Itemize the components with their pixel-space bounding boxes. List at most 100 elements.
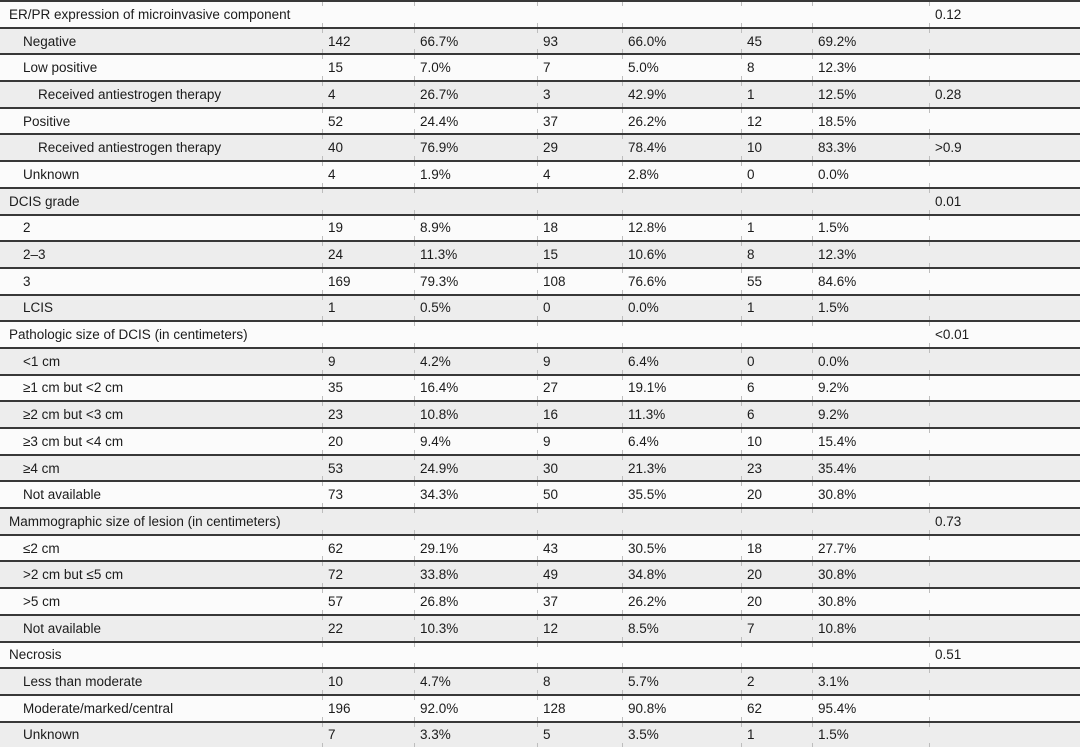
count-cell bbox=[741, 186, 812, 215]
table-row: Low positive 15 7.0% 7 5.0% 8 12.3% bbox=[0, 53, 1080, 82]
percent-cell: 24.4% bbox=[414, 106, 537, 135]
percent-cell: 18.5% bbox=[812, 106, 929, 135]
table-row: Unknown 7 3.3% 5 3.5% 1 1.5% bbox=[0, 720, 1080, 747]
count-cell: 45 bbox=[741, 26, 812, 55]
count-cell: 20 bbox=[741, 587, 812, 615]
p-value-cell bbox=[929, 293, 1080, 322]
count-cell: 169 bbox=[322, 266, 414, 295]
count-cell bbox=[537, 186, 622, 215]
row-label-cell: ≥1 cm but <2 cm bbox=[0, 373, 322, 402]
table-row: 2–3 24 11.3% 15 10.6% 8 12.3% bbox=[0, 240, 1080, 268]
row-label-cell: 2–3 bbox=[0, 240, 322, 268]
percent-cell: 83.3% bbox=[812, 133, 929, 162]
percent-cell: 26.2% bbox=[622, 587, 741, 615]
percent-cell: 3.5% bbox=[622, 720, 741, 747]
percent-cell: 66.0% bbox=[622, 26, 741, 55]
row-label-cell: ≤2 cm bbox=[0, 533, 322, 562]
count-cell bbox=[537, 1, 622, 28]
percent-cell: 10.8% bbox=[414, 400, 537, 428]
percent-cell: 6.4% bbox=[622, 427, 741, 455]
percent-cell: 1.5% bbox=[812, 720, 929, 747]
count-cell: 6 bbox=[741, 373, 812, 402]
row-label-cell: Mammographic size of lesion (in centimet… bbox=[0, 507, 322, 535]
percent-cell: 9.4% bbox=[414, 427, 537, 455]
table-row: ≥1 cm but <2 cm 35 16.4% 27 19.1% 6 9.2% bbox=[0, 373, 1080, 402]
count-cell: 35 bbox=[322, 373, 414, 402]
count-cell bbox=[537, 507, 622, 535]
percent-cell: 24.9% bbox=[414, 453, 537, 482]
p-value-cell bbox=[929, 266, 1080, 295]
percent-cell: 35.4% bbox=[812, 453, 929, 482]
p-value-cell bbox=[929, 613, 1080, 642]
percent-cell: 1.9% bbox=[414, 160, 537, 188]
percent-cell: 26.2% bbox=[622, 106, 741, 135]
row-label-cell: Less than moderate bbox=[0, 667, 322, 695]
p-value-cell bbox=[929, 480, 1080, 509]
count-cell: 5 bbox=[537, 720, 622, 747]
p-value-cell: >0.9 bbox=[929, 133, 1080, 162]
percent-cell: 10.3% bbox=[414, 613, 537, 642]
percent-cell: 4.2% bbox=[414, 346, 537, 375]
count-cell: 20 bbox=[322, 427, 414, 455]
percent-cell: 10.8% bbox=[812, 613, 929, 642]
count-cell: 24 bbox=[322, 240, 414, 268]
percent-cell: 34.3% bbox=[414, 480, 537, 509]
count-cell: 18 bbox=[537, 213, 622, 242]
table-row: Less than moderate 10 4.7% 8 5.7% 2 3.1% bbox=[0, 667, 1080, 695]
row-label-cell: LCIS bbox=[0, 293, 322, 322]
table-row: Received antiestrogen therapy 40 76.9% 29 78… bbox=[0, 133, 1080, 162]
count-cell: 10 bbox=[741, 133, 812, 162]
percent-cell: 2.8% bbox=[622, 160, 741, 188]
percent-cell: 15.4% bbox=[812, 427, 929, 455]
count-cell: 12 bbox=[537, 613, 622, 642]
table-row: Negative 142 66.7% 93 66.0% 45 69.2% bbox=[0, 26, 1080, 55]
row-label-cell: ≥2 cm but <3 cm bbox=[0, 400, 322, 428]
percent-cell: 6.4% bbox=[622, 346, 741, 375]
count-cell: 196 bbox=[322, 693, 414, 722]
row-label-cell: Received antiestrogen therapy bbox=[0, 80, 322, 108]
count-cell: 1 bbox=[741, 720, 812, 747]
table-row: ≥2 cm but <3 cm 23 10.8% 16 11.3% 6 9.2% bbox=[0, 400, 1080, 428]
row-label-cell: 2 bbox=[0, 213, 322, 242]
percent-cell bbox=[812, 1, 929, 28]
row-label-cell: Unknown bbox=[0, 720, 322, 747]
percent-cell: 7.0% bbox=[414, 53, 537, 82]
percent-cell: 0.0% bbox=[812, 346, 929, 375]
table-row: Moderate/marked/central 196 92.0% 128 90.8% 6… bbox=[0, 693, 1080, 722]
count-cell: 9 bbox=[537, 427, 622, 455]
row-label-cell: Received antiestrogen therapy bbox=[0, 133, 322, 162]
percent-cell: 12.8% bbox=[622, 213, 741, 242]
percent-cell: 4.7% bbox=[414, 667, 537, 695]
count-cell: 50 bbox=[537, 480, 622, 509]
p-value-cell: 0.12 bbox=[929, 1, 1080, 28]
percent-cell bbox=[414, 320, 537, 348]
p-value-cell bbox=[929, 427, 1080, 455]
count-cell: 108 bbox=[537, 266, 622, 295]
count-cell: 15 bbox=[537, 240, 622, 268]
percent-cell bbox=[414, 507, 537, 535]
p-value-cell: 0.51 bbox=[929, 640, 1080, 669]
percent-cell: 3.3% bbox=[414, 720, 537, 747]
count-cell bbox=[322, 640, 414, 669]
count-cell: 53 bbox=[322, 453, 414, 482]
count-cell: 3 bbox=[537, 80, 622, 108]
percent-cell: 26.8% bbox=[414, 587, 537, 615]
table-row: <1 cm 9 4.2% 9 6.4% 0 0.0% bbox=[0, 346, 1080, 375]
p-value-cell bbox=[929, 453, 1080, 482]
percent-cell: 42.9% bbox=[622, 80, 741, 108]
count-cell: 73 bbox=[322, 480, 414, 509]
percent-cell: 35.5% bbox=[622, 480, 741, 509]
percent-cell: 30.8% bbox=[812, 587, 929, 615]
count-cell bbox=[537, 640, 622, 669]
count-cell: 7 bbox=[537, 53, 622, 82]
row-label-cell: ≥4 cm bbox=[0, 453, 322, 482]
row-label-cell: <1 cm bbox=[0, 346, 322, 375]
percent-cell: 76.6% bbox=[622, 266, 741, 295]
table-row: >2 cm but ≤5 cm 72 33.8% 49 34.8% 20 30.8% bbox=[0, 560, 1080, 589]
percent-cell bbox=[622, 320, 741, 348]
row-label-cell: 3 bbox=[0, 266, 322, 295]
count-cell: 18 bbox=[741, 533, 812, 562]
row-label-cell: Low positive bbox=[0, 53, 322, 82]
count-cell: 19 bbox=[322, 213, 414, 242]
